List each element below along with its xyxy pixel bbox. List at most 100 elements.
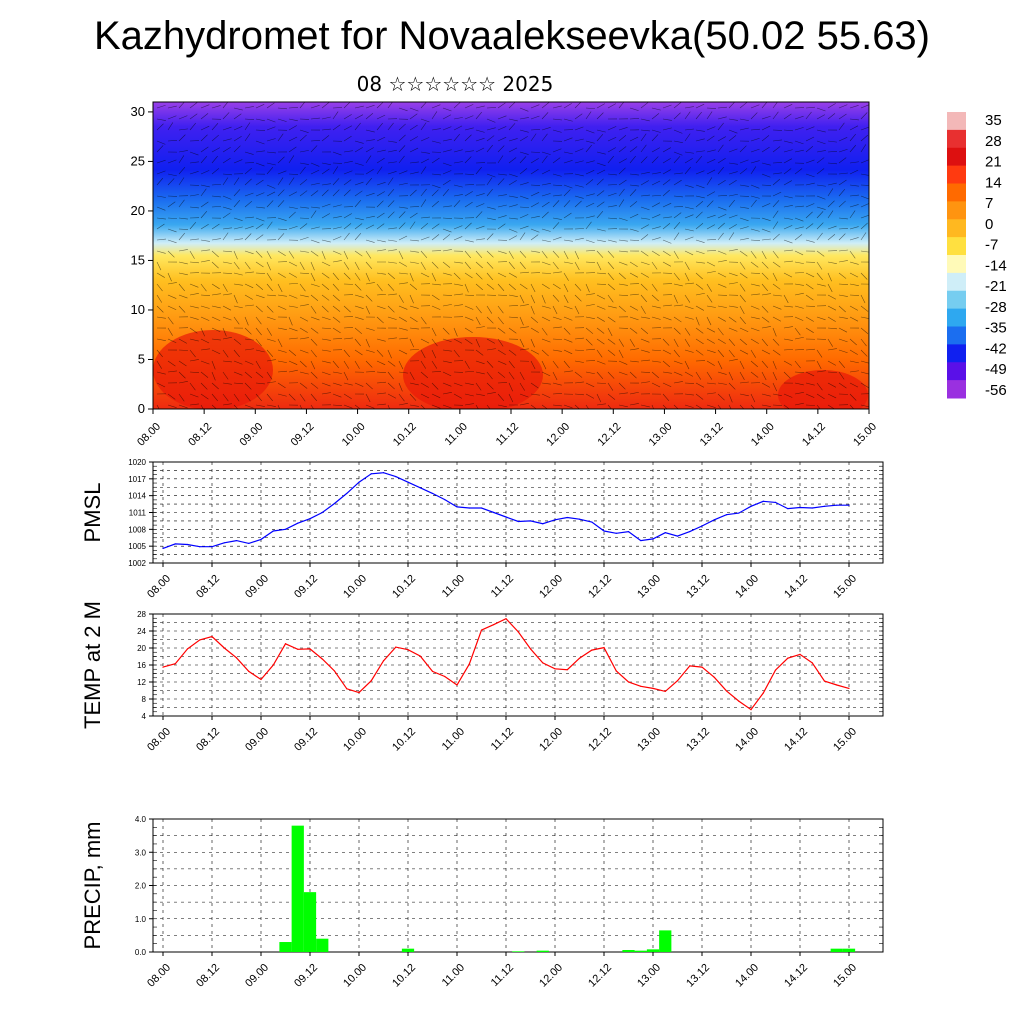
wind-barb: [365, 112, 374, 120]
wind-barb: [651, 349, 661, 352]
wind-barb: [255, 223, 264, 230]
wind-barb: [277, 107, 287, 110]
wind-barb: [277, 283, 283, 293]
wind-barb: [552, 184, 562, 187]
wind-barb: [376, 181, 386, 186]
wind-barb: [728, 371, 734, 381]
x-tick-label: 08.12: [194, 573, 222, 601]
wind-barb: [497, 272, 507, 278]
wind-barb: [178, 272, 188, 276]
wind-barb: [354, 316, 364, 320]
colorbar-swatch: [947, 165, 966, 184]
y-tick-label: 15: [131, 252, 145, 267]
wind-barb: [849, 316, 859, 322]
wind-barb: [695, 261, 705, 264]
data-point: [444, 498, 446, 501]
wind-barb: [783, 260, 793, 263]
data-point: [358, 481, 360, 483]
y-tick-label: 0: [138, 401, 145, 416]
wind-barb: [398, 145, 406, 153]
data-point: [407, 481, 409, 483]
wind-barb: [398, 282, 408, 285]
wind-barb: [728, 327, 738, 332]
x-tick-label: 14.00: [733, 726, 761, 754]
x-tick-label: 14.00: [749, 421, 777, 449]
wind-barb: [442, 304, 452, 307]
wind-barb: [772, 200, 780, 208]
wind-barb: [827, 151, 837, 153]
wind-barb: [750, 199, 757, 208]
wind-barb: [508, 138, 518, 142]
wind-barb: [211, 293, 221, 296]
wind-barb: [299, 393, 306, 402]
data-point: [591, 649, 593, 651]
wind-barb: [563, 283, 569, 293]
wind-barb: [827, 103, 836, 109]
wind-barb: [519, 206, 529, 208]
data-point: [456, 684, 458, 686]
wind-barb: [343, 393, 352, 399]
wind-barb: [211, 123, 219, 131]
wind-barb: [805, 305, 815, 307]
wind-barb: [475, 225, 485, 230]
wind-barb: [497, 223, 506, 230]
colorbar-swatch: [947, 272, 966, 292]
wind-barb: [706, 294, 713, 303]
wind-barb: [772, 349, 781, 356]
wind-barb: [772, 162, 783, 164]
wind-barb: [684, 133, 691, 142]
wind-barb: [200, 184, 210, 188]
x-tick-label: 12.12: [586, 962, 614, 990]
wind-barb: [772, 102, 778, 109]
x-tick-label: 12.12: [586, 573, 614, 601]
wind-barb: [783, 338, 793, 341]
wind-barb: [673, 112, 681, 120]
wind-barb: [794, 234, 803, 241]
wind-barb: [211, 283, 220, 290]
data-point: [186, 648, 189, 650]
wind-barb: [233, 159, 243, 164]
wind-barb: [838, 249, 848, 252]
data-point: [848, 687, 850, 689]
wind-barb: [189, 113, 198, 120]
wind-barb: [574, 184, 584, 188]
wind-barb: [310, 226, 320, 230]
wind-barb: [651, 283, 658, 292]
wind-barb: [684, 151, 694, 154]
wind-barb: [805, 111, 812, 120]
wind-barb: [695, 170, 705, 175]
wind-barb: [662, 371, 672, 374]
wind-barb: [728, 272, 738, 277]
wind-barb: [178, 338, 188, 344]
wind-barb: [772, 233, 780, 241]
wind-barb: [266, 200, 274, 208]
wind-barb: [728, 135, 737, 142]
x-tick-label: 08.00: [145, 726, 173, 754]
wind-barb: [717, 338, 726, 344]
y-tick-label: 12: [137, 678, 146, 687]
wind-barb: [453, 349, 460, 358]
wind-barb: [794, 115, 804, 120]
wind-barb: [156, 305, 164, 313]
wind-barb: [442, 382, 452, 387]
wind-barb: [299, 371, 309, 375]
wind-barb: [849, 210, 856, 219]
wind-barb: [266, 184, 276, 189]
wind-barb: [673, 316, 682, 323]
x-tick-label: 08.00: [145, 962, 173, 990]
data-point: [652, 538, 654, 540]
wind-barb: [497, 349, 506, 355]
wind-barb: [376, 200, 384, 208]
wind-barb: [277, 217, 287, 221]
data-point: [627, 681, 630, 683]
wind-barb: [277, 294, 287, 297]
x-tick-label: 13.00: [635, 726, 663, 754]
wind-barb: [409, 124, 418, 131]
x-tick-label: 13.12: [684, 573, 712, 601]
wind-barb: [805, 159, 815, 164]
x-tick-label: 13.12: [684, 726, 712, 754]
wind-barb: [343, 337, 353, 340]
wind-barb: [376, 114, 386, 120]
wind-barb: [178, 217, 188, 220]
wind-barb: [200, 360, 210, 365]
